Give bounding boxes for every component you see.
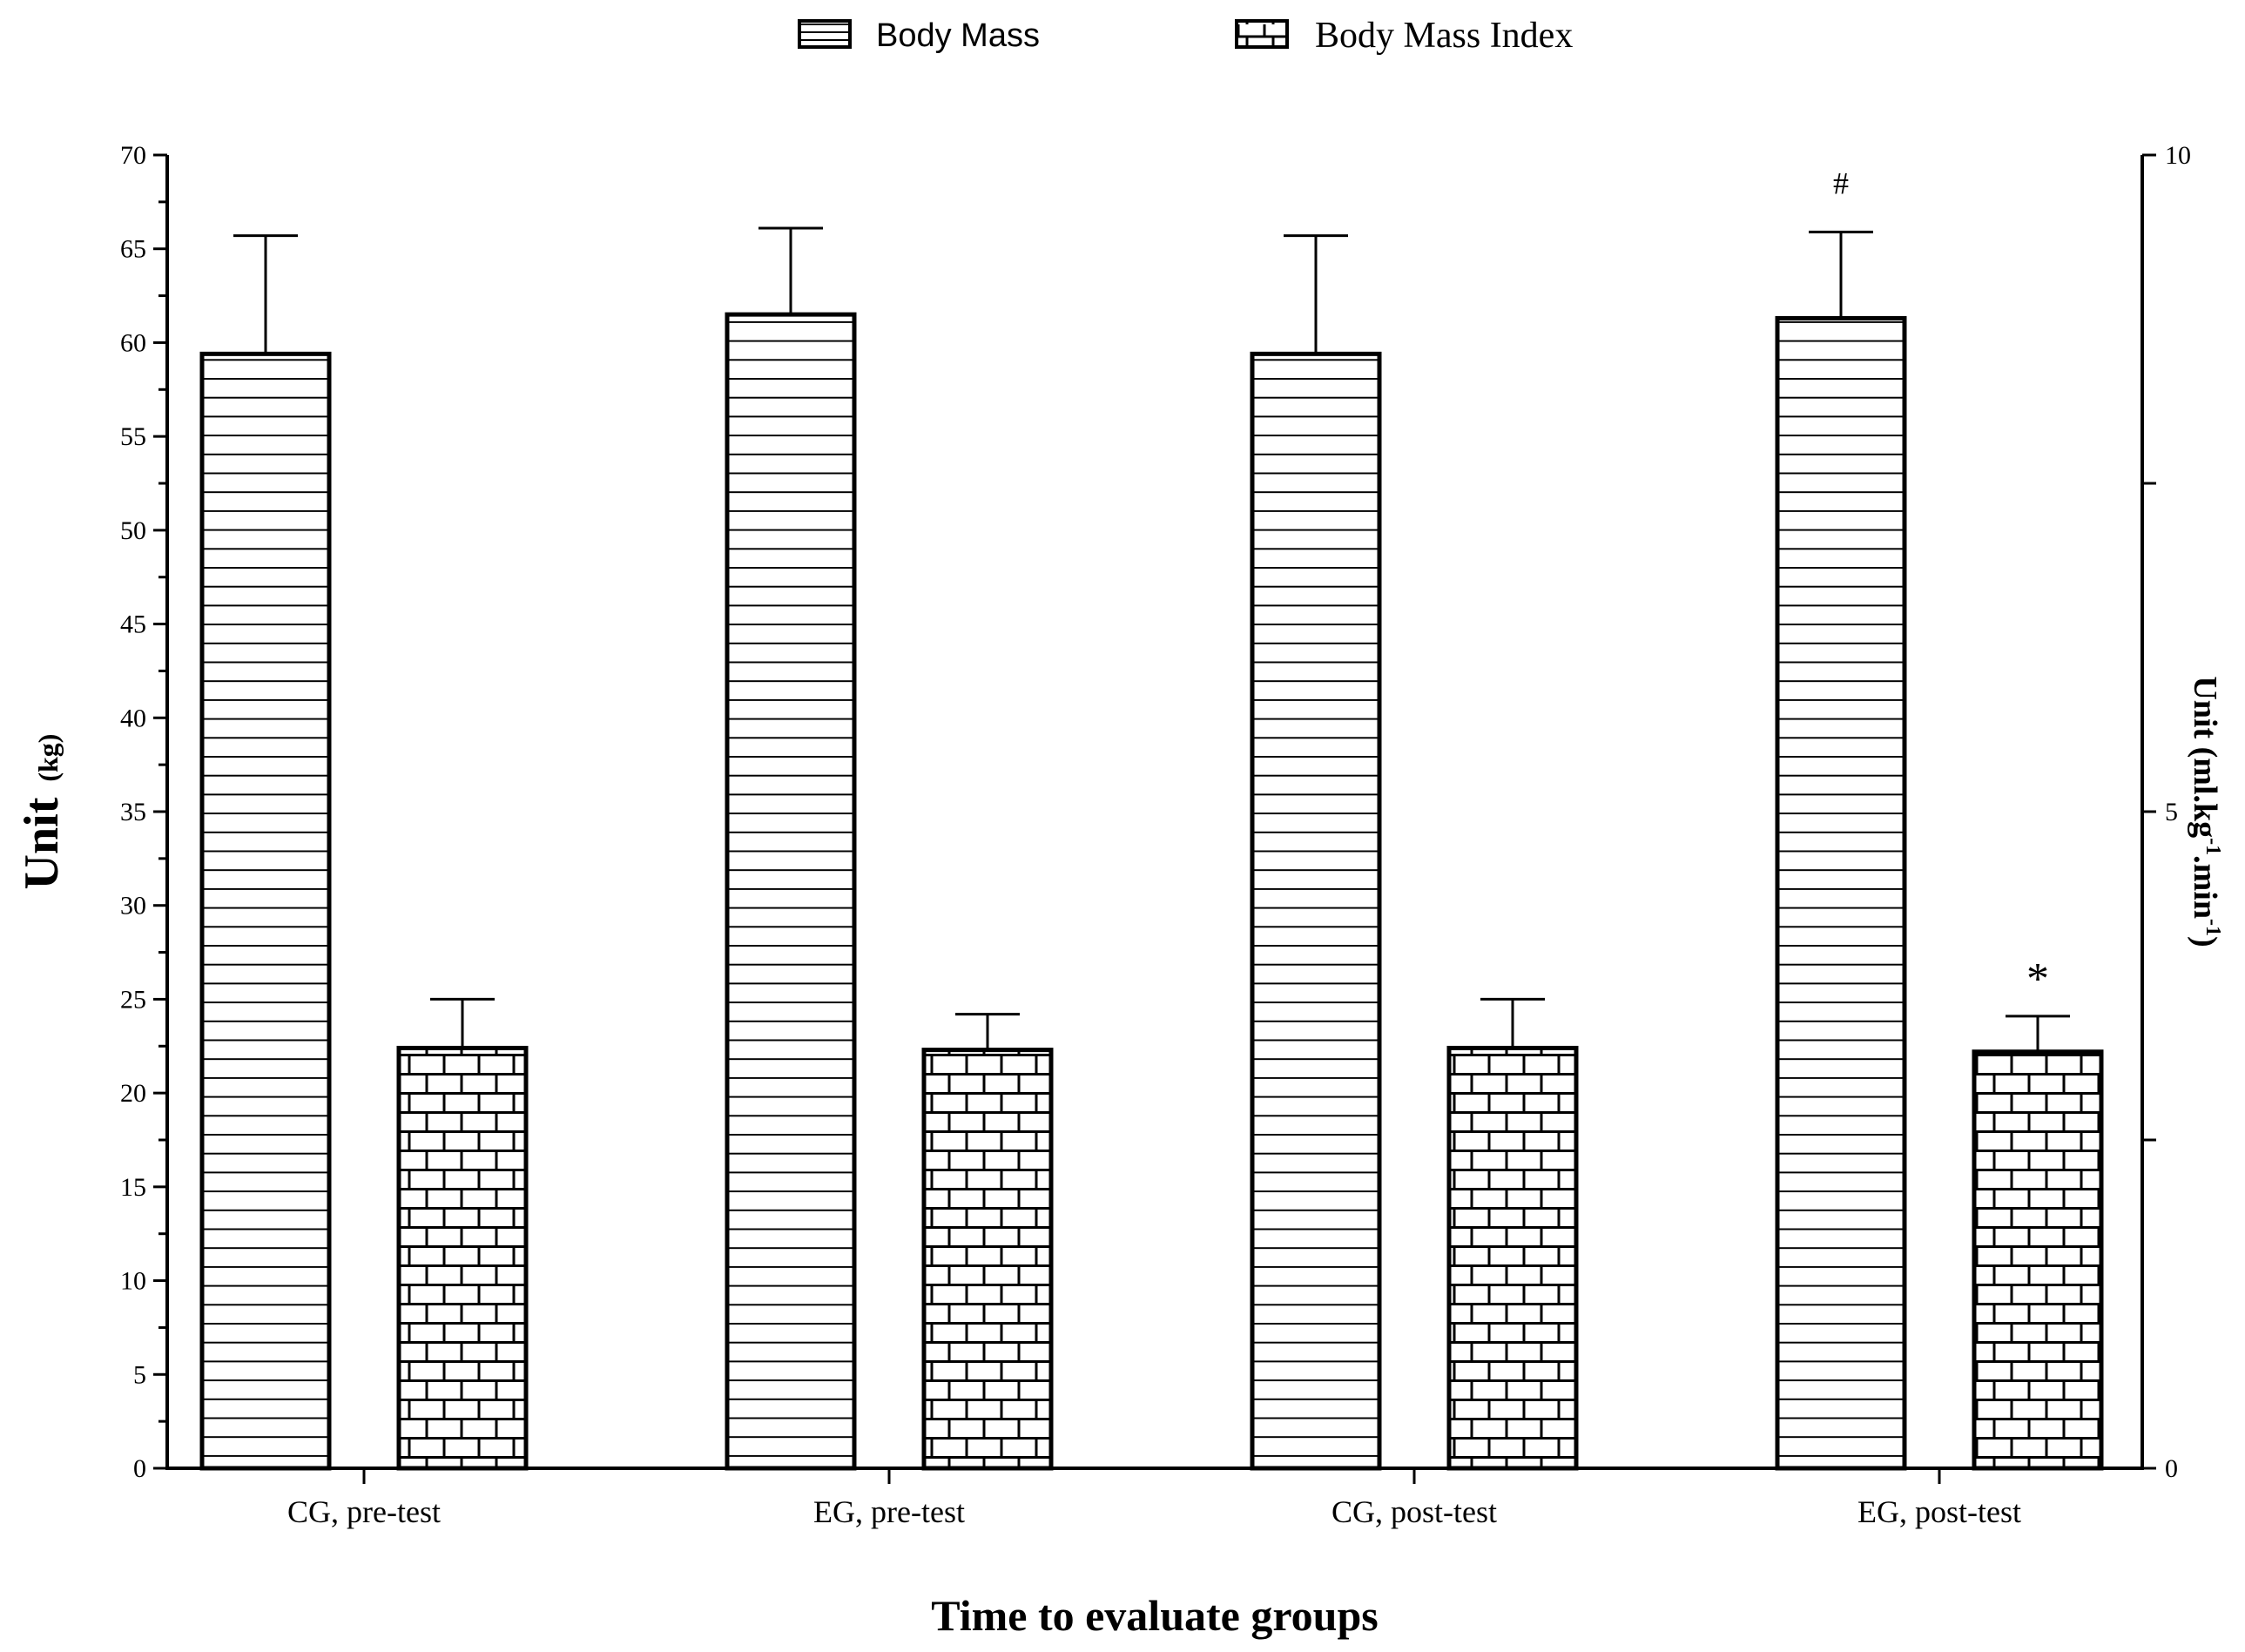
y2-title-part-2: .min bbox=[2187, 855, 2223, 919]
annotation-body-mass-eg-post-test: # bbox=[1833, 165, 1849, 200]
x-tick-label-cg-pre-test: CG, pre-test bbox=[287, 1494, 441, 1529]
bar-body-mass-index-cg-pre-test bbox=[396, 1045, 529, 1471]
y-tick-label-5: 5 bbox=[133, 1360, 146, 1389]
y-axis-right-ticks: 0 5 10 bbox=[2142, 141, 2191, 1483]
bar-group-body-mass-index-eg-post-test: * bbox=[1972, 954, 2104, 1471]
y-axis-right-title: Unit (ml.kg-1.min-1) bbox=[2187, 676, 2224, 947]
bar-body-mass-cg-post-test bbox=[1250, 351, 1382, 1471]
y-tick-label-45: 45 bbox=[120, 610, 146, 639]
y2-title-part-1: Unit (ml.kg bbox=[2187, 676, 2223, 838]
y-tick-label-60: 60 bbox=[120, 328, 146, 357]
bar-group-body-mass-eg-post-test: # bbox=[1775, 165, 1907, 1471]
y-tick-label-30: 30 bbox=[120, 892, 146, 920]
y2-tick-label-10: 10 bbox=[2165, 141, 2191, 170]
x-tick-label-eg-post-test: EG, post-test bbox=[1857, 1494, 2021, 1529]
y-tick-label-20: 20 bbox=[120, 1079, 146, 1108]
y-tick-label-40: 40 bbox=[120, 704, 146, 732]
legend-item-body-mass-index[interactable]: Body Mass Index bbox=[1235, 16, 1573, 56]
y2-title-sup-2: -1 bbox=[2201, 919, 2224, 936]
y2-tick-label-5: 5 bbox=[2165, 798, 2178, 826]
bar-group-body-mass-index-cg-post-test bbox=[1446, 997, 1579, 1471]
x-axis-ticks: CG, pre-test EG, pre-test CG, post-test EG,… bbox=[287, 1468, 2021, 1529]
y2-tick-label-0: 0 bbox=[2165, 1454, 2178, 1483]
bar-body-mass-eg-pre-test bbox=[725, 312, 857, 1471]
y-tick-label-70: 70 bbox=[120, 141, 146, 170]
y-tick-label-65: 65 bbox=[120, 235, 146, 264]
legend-swatch-body-mass-index bbox=[1235, 19, 1289, 49]
y-axis-left: 0 5 10 15 20 25 30 35 40 45 50 55 60 65 70 bbox=[120, 141, 169, 1483]
legend-item-body-mass[interactable]: Body Mass bbox=[798, 17, 1040, 54]
y-axis-left-ticks: 0 5 10 15 20 25 30 35 40 45 50 55 60 65 70 bbox=[120, 141, 167, 1483]
bar-group-body-mass-cg-pre-test bbox=[199, 234, 332, 1471]
x-tick-label-eg-pre-test: EG, pre-test bbox=[813, 1494, 965, 1529]
bar-body-mass-index-eg-pre-test bbox=[921, 1048, 1054, 1471]
x-tick-label-cg-post-test: CG, post-test bbox=[1331, 1494, 1497, 1529]
y2-title-sup-1: -1 bbox=[2201, 838, 2224, 855]
y-tick-label-55: 55 bbox=[120, 422, 146, 451]
bar-group-body-mass-index-eg-pre-test bbox=[921, 1013, 1054, 1471]
legend-label-body-mass: Body Mass bbox=[876, 17, 1040, 54]
x-axis-title: Time to evaluate groups bbox=[931, 1591, 1378, 1640]
y-axis-title-main: Unit bbox=[15, 797, 69, 889]
y-axis-right: 0 5 10 bbox=[2141, 141, 2191, 1483]
bar-body-mass-cg-pre-test bbox=[199, 351, 332, 1471]
legend-label-body-mass-index: Body Mass Index bbox=[1315, 16, 1573, 56]
y-axis-left-title-text: Unit (kg) bbox=[15, 734, 69, 890]
bar-group-body-mass-eg-pre-test bbox=[725, 226, 857, 1471]
y-tick-label-15: 15 bbox=[120, 1173, 146, 1202]
y-tick-label-25: 25 bbox=[120, 985, 146, 1014]
bar-body-mass-index-eg-post-test bbox=[1972, 1049, 2104, 1471]
legend-swatch-body-mass bbox=[798, 19, 852, 49]
legend: Body Mass Body Mass Index bbox=[798, 16, 1573, 56]
bar-group-body-mass-cg-post-test bbox=[1250, 234, 1382, 1471]
y-tick-label-50: 50 bbox=[120, 516, 146, 545]
y-tick-label-10: 10 bbox=[120, 1267, 146, 1296]
y-tick-label-0: 0 bbox=[133, 1454, 146, 1483]
y2-title-part-3: ) bbox=[2187, 936, 2223, 947]
bars: #* bbox=[199, 165, 2104, 1471]
x-axis: CG, pre-test EG, pre-test CG, post-test EG,… bbox=[165, 1467, 2144, 1529]
y-axis-right-title-text: Unit (ml.kg-1.min-1) bbox=[2187, 676, 2224, 947]
bar-group-body-mass-index-cg-pre-test bbox=[396, 997, 529, 1471]
annotation-body-mass-index-eg-post-test: * bbox=[2026, 954, 2049, 1004]
bar-body-mass-eg-post-test bbox=[1775, 315, 1907, 1471]
y-axis-left-title: Unit (kg) bbox=[15, 734, 69, 890]
bar-body-mass-index-cg-post-test bbox=[1446, 1045, 1579, 1471]
y-tick-label-35: 35 bbox=[120, 798, 146, 826]
y-axis-title-unit: (kg) bbox=[32, 734, 64, 782]
